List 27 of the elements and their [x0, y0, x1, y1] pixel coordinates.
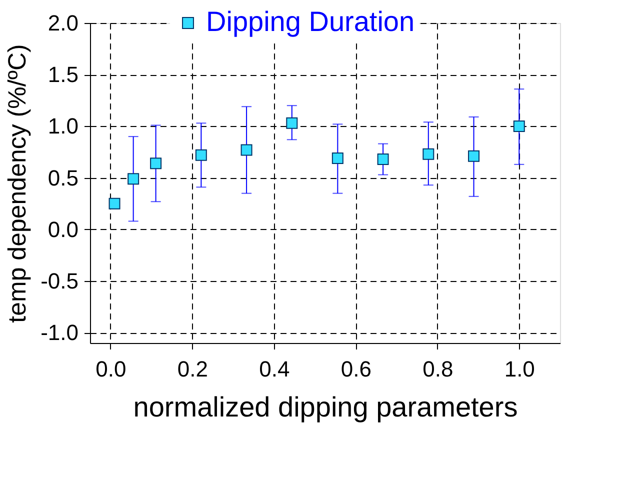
x-tick-label: 0.2	[177, 356, 208, 382]
point	[108, 198, 120, 210]
point	[240, 144, 252, 156]
point	[195, 149, 207, 161]
point	[513, 120, 525, 132]
x-tick-label: 0.6	[340, 356, 372, 382]
y-tick-label: 1.5	[48, 62, 78, 88]
x-tick-label: 0.4	[259, 356, 290, 382]
point	[150, 158, 162, 170]
y-tick-label: 1.0	[48, 114, 78, 139]
legend-label: Dipping Duration	[206, 6, 415, 37]
y-tick-label: -0.5	[40, 268, 78, 294]
y-tick-label: 0.0	[48, 216, 78, 242]
x-axis-title: normalized dipping parameters	[133, 392, 518, 422]
point	[422, 148, 434, 160]
point	[128, 173, 140, 185]
y-tick-label: -1.0	[40, 320, 78, 346]
point	[377, 154, 389, 165]
point	[468, 150, 480, 162]
y-axis-title: temp dependency (%/ºC)	[4, 44, 32, 323]
point	[332, 152, 344, 164]
x-tick-label: 1.0	[504, 356, 535, 382]
point	[286, 117, 298, 129]
y-tick-label: 0.5	[48, 165, 78, 190]
x-tick-label: 0.8	[422, 356, 454, 382]
x-tick-label: 0.0	[96, 356, 126, 382]
y-tick-label: 2.0	[48, 10, 78, 36]
